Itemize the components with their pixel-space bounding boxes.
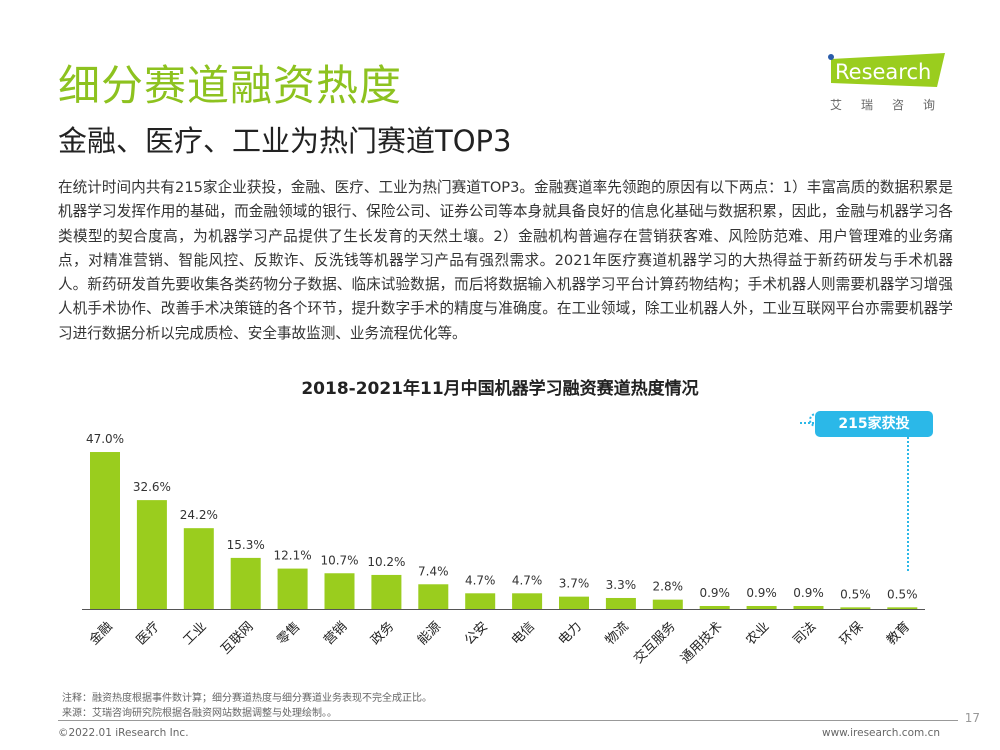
bar-零售 [277,568,308,609]
annotation-connector [800,422,909,572]
website-url: www.iresearch.com.cn [821,727,940,739]
bar-金融 [90,452,120,609]
data-label: 7.4% [418,564,449,578]
bar-司法 [793,605,824,609]
bar-环保 [840,607,871,609]
page-number: 17 [964,711,980,725]
logo-cn-text: 艾瑞咨询 [830,98,955,112]
category-label: 金融 [86,619,116,649]
bar-教育 [887,607,918,609]
bar-电信 [512,593,543,609]
data-label: 4.7% [465,573,496,587]
category-label: 营销 [321,619,350,648]
data-label: 12.1% [274,549,312,563]
data-label: 10.7% [320,553,358,567]
data-label: 47.0% [86,432,124,446]
category-label: 政务 [368,619,398,649]
bar-农业 [746,605,777,609]
bar-电力 [559,596,589,609]
category-label: 零售 [274,619,304,649]
copyright: ©2022.01 iResearch Inc. [58,727,189,739]
svg-text:Research: Research [835,60,931,84]
bar-交互服务 [652,599,683,609]
category-label: 教育 [883,619,913,649]
category-label: 工业 [181,619,210,648]
data-label: 0.5% [887,587,918,601]
data-label: 3.3% [606,578,637,592]
data-label: 0.9% [699,586,730,600]
page-subtitle: 金融、医疗、工业为热门赛道TOP3 [58,124,512,158]
bar-公安 [465,593,496,609]
bar-通用技术 [699,605,730,609]
category-label: 交互服务 [631,619,679,667]
bar-工业 [183,528,214,609]
data-label: 3.7% [559,577,590,591]
category-label: 农业 [743,619,772,648]
annotation-badge: 215家获投 [815,411,933,437]
bar-医疗 [136,500,167,609]
data-label: 0.5% [840,587,871,601]
category-label: 能源 [415,619,444,648]
category-label: 医疗 [134,619,163,648]
category-label: 通用技术 [678,619,725,666]
bar-营销 [324,573,355,609]
data-label: 15.3% [227,538,265,552]
chart-note: 注释：融资热度根据事件数计算；细分赛道热度与细分赛道业务表现不完全成正比。 [62,693,432,704]
category-label: 电信 [509,619,538,648]
category-label: 环保 [837,619,866,648]
data-label: 2.8% [653,580,684,594]
category-label: 物流 [603,619,632,648]
data-label: 32.6% [133,480,171,494]
bar-chart: 47.0% 金融 32.6% 医疗 24.2% 工业 15.3% 互联网 12.1% 零售 10.7… [82,413,925,667]
body-paragraph: 在统计时间内共有215家企业获投，金融、医疗、工业为热门赛道TOP3。金融赛道率… [58,179,953,342]
category-label: 司法 [790,619,819,648]
data-label: 0.9% [793,586,824,600]
logo-graphic: Research [828,53,945,87]
category-label: 电力 [556,619,585,648]
footer-divider [58,720,958,721]
data-label: 24.2% [180,508,218,522]
data-label: 4.7% [512,573,543,587]
data-label: 10.2% [367,555,405,569]
chart-title: 2018-2021年11月中国机器学习融资赛道热度情况 [301,379,699,399]
bar-政务 [371,574,402,609]
page-title: 细分赛道融资热度 [58,61,403,110]
bar-物流 [605,597,636,609]
data-label: 0.9% [746,586,777,600]
chart-source: 来源：艾瑞咨询研究院根据各融资网站数据调整与处理绘制。。 [62,708,337,719]
bar-能源 [418,584,449,609]
category-label: 互联网 [218,619,256,657]
category-label: 公安 [462,619,491,648]
bar-互联网 [230,557,261,609]
